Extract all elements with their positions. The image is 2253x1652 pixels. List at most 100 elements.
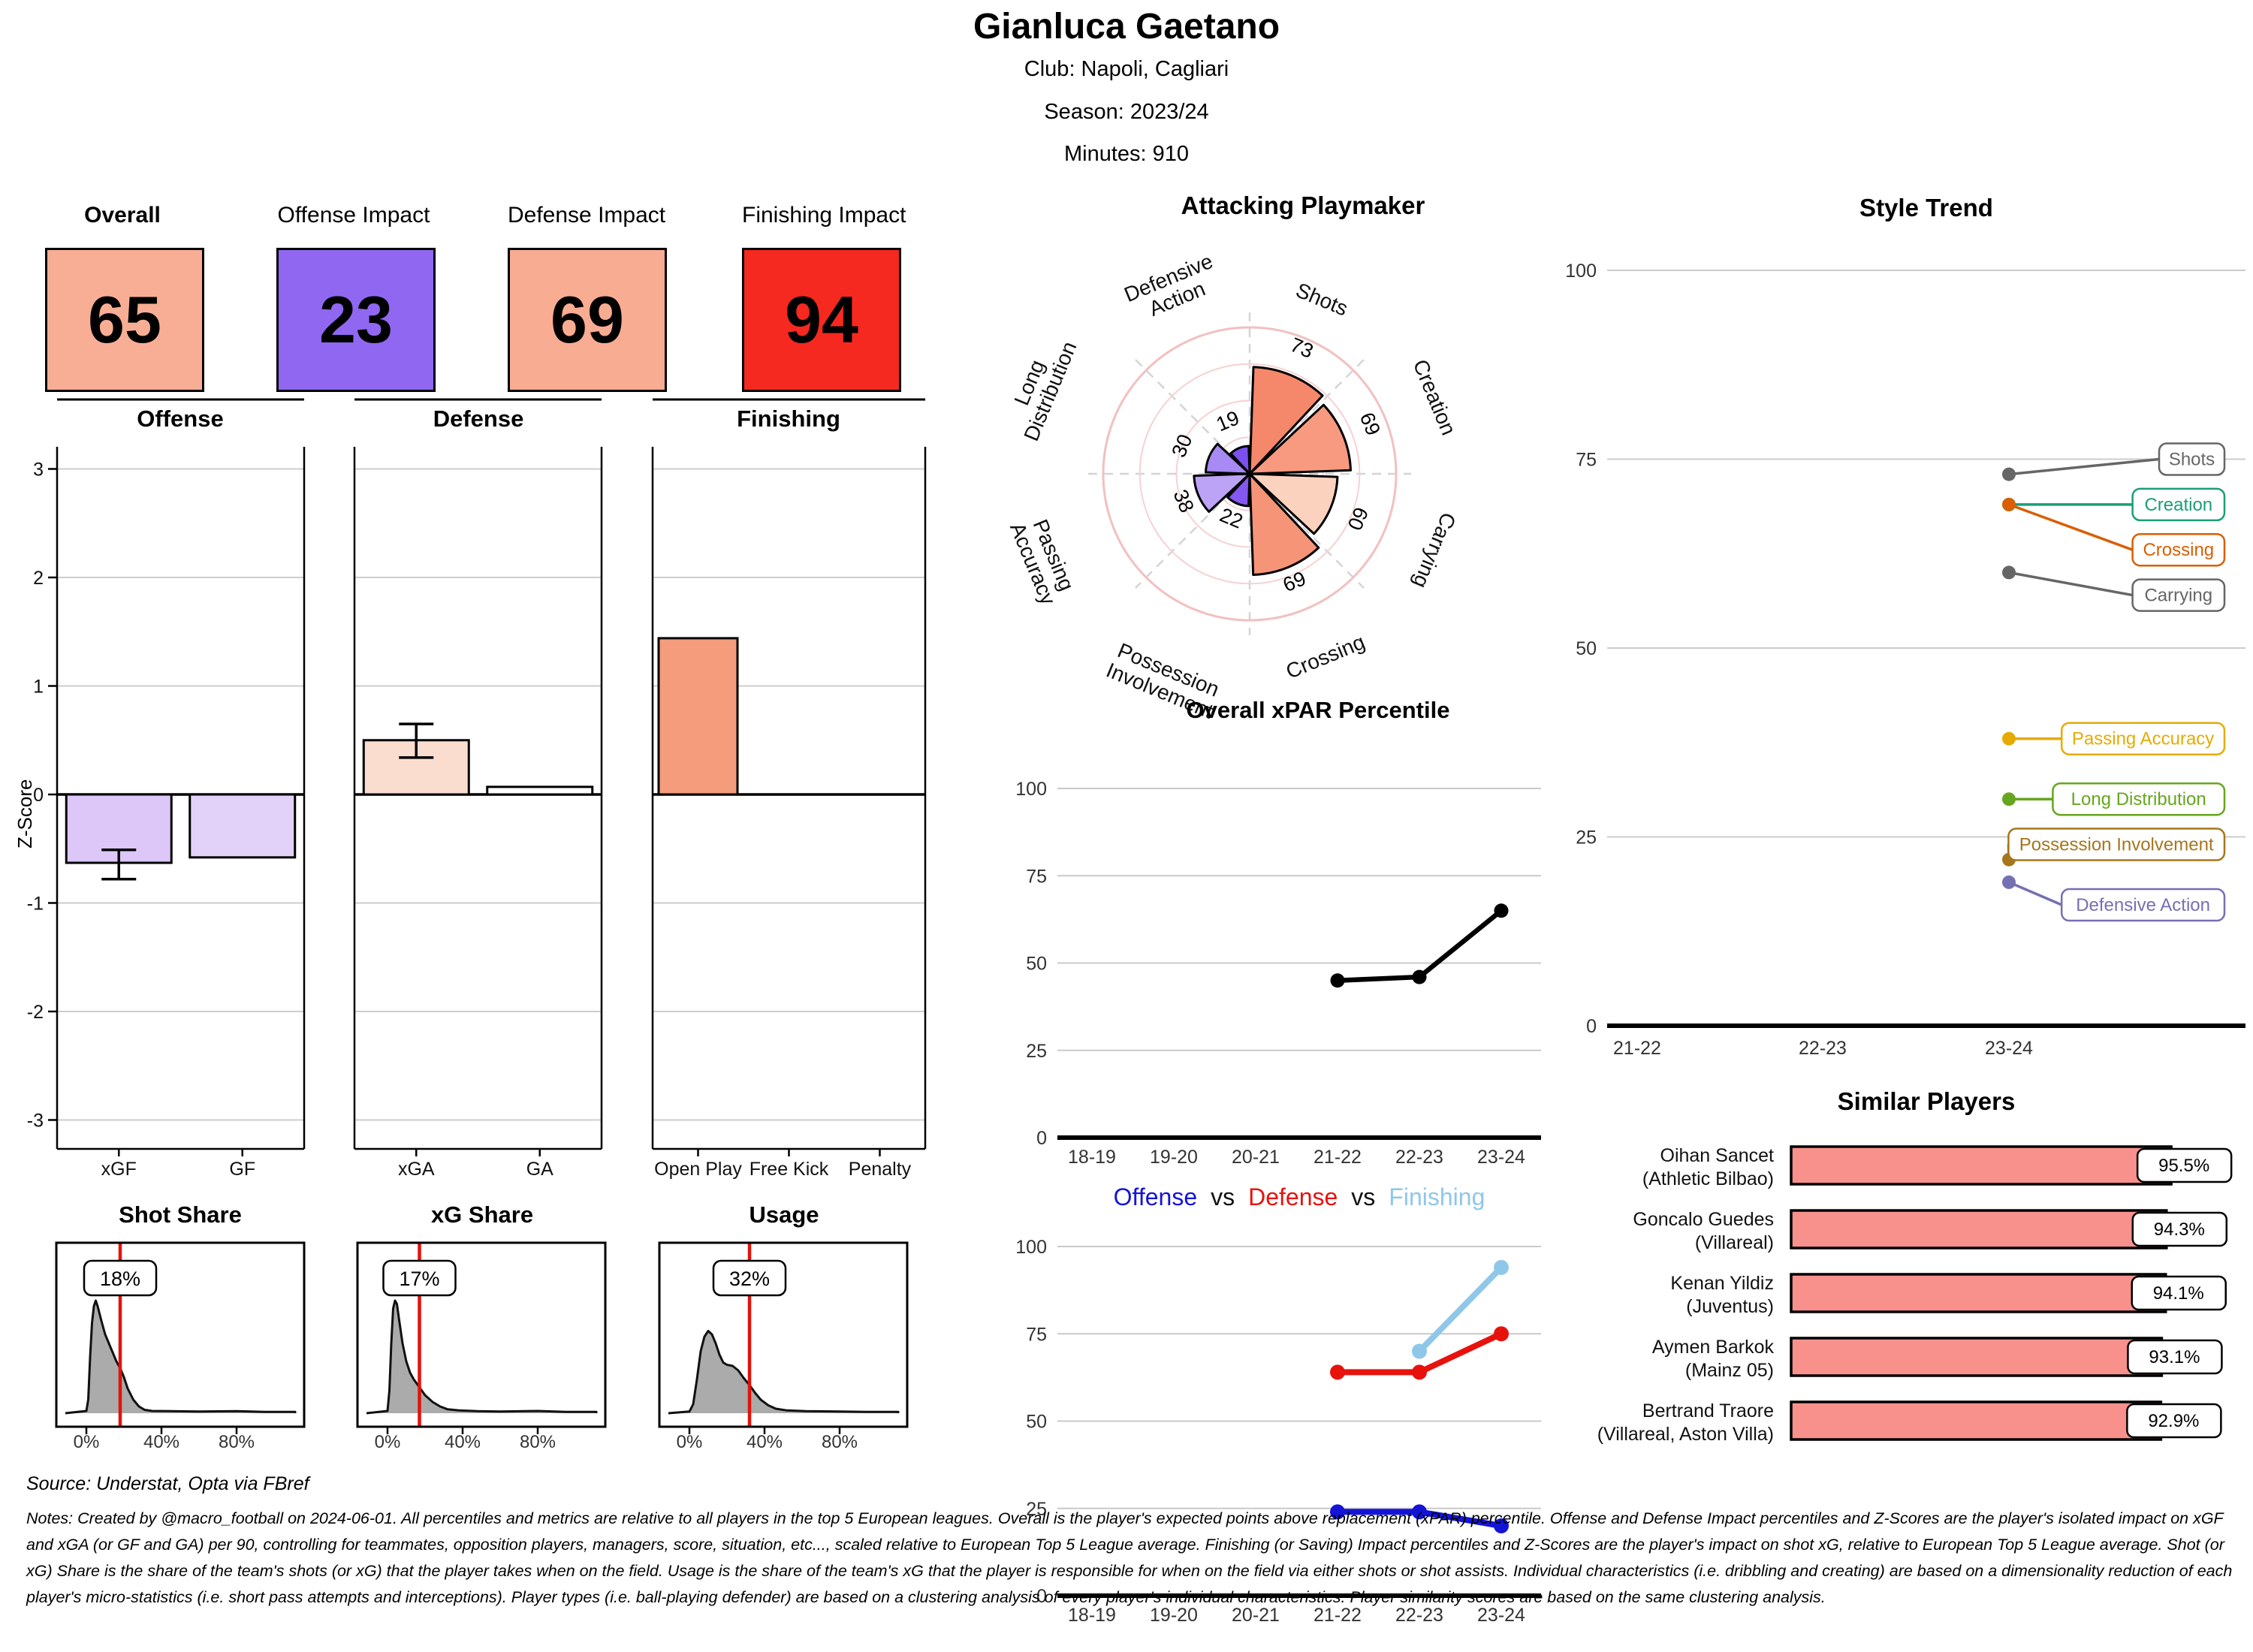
style-trend-title: Style Trend <box>1859 194 1993 222</box>
svg-text:22-23: 22-23 <box>1799 1038 1847 1059</box>
svg-text:40%: 40% <box>445 1432 481 1452</box>
svg-text:18%: 18% <box>100 1268 140 1290</box>
radar-sector <box>1248 366 1324 475</box>
svg-text:21-22: 21-22 <box>1613 1038 1661 1059</box>
impact-value-defense: 69 <box>550 282 624 357</box>
svg-text:50: 50 <box>1576 638 1597 659</box>
svg-text:20-21: 20-21 <box>1232 1605 1280 1626</box>
ovd-title-finishing: Finishing <box>1389 1183 1485 1210</box>
svg-text:DefensiveAction: DefensiveAction <box>1120 249 1224 327</box>
svg-text:(Villareal, Aston Villa): (Villareal, Aston Villa) <box>1597 1424 1774 1445</box>
impact-label-offense: Offense Impact <box>277 203 430 228</box>
svg-text:75: 75 <box>1026 866 1047 887</box>
svg-text:25: 25 <box>1026 1499 1047 1520</box>
svg-text:75: 75 <box>1026 1324 1047 1345</box>
svg-text:Possession Involvement: Possession Involvement <box>2019 835 2214 855</box>
svg-text:69: 69 <box>1356 409 1385 439</box>
svg-text:73: 73 <box>1287 333 1317 363</box>
svg-text:22-23: 22-23 <box>1395 1147 1443 1168</box>
svg-text:0%: 0% <box>74 1432 100 1452</box>
svg-text:Carrying: Carrying <box>1409 509 1461 592</box>
svg-text:18-19: 18-19 <box>1068 1147 1116 1168</box>
zscore-panels: xGF GF xGA GA Open Play Free Kick Penalty -3 -2 -… <box>27 398 927 1180</box>
svg-text:-1: -1 <box>27 894 44 915</box>
svg-text:Shots: Shots <box>2169 450 2215 470</box>
svg-text:Long Distribution: Long Distribution <box>2071 789 2206 809</box>
svg-text:PassingAccuracy: PassingAccuracy <box>1006 511 1081 608</box>
style-trend-chart: 0 25 50 75 100 21-22 22-23 23-24 Shots Creation Cr… <box>1565 261 2245 1059</box>
radar-chart: 73 Shots 69 Creation 60 Carrying 69 Crossing 22 P… <box>999 249 1461 723</box>
svg-text:23-24: 23-24 <box>1477 1605 1525 1626</box>
svg-text:93.1%: 93.1% <box>2149 1347 2200 1367</box>
svg-text:95.5%: 95.5% <box>2158 1156 2209 1176</box>
impact-value-offense: 23 <box>319 282 393 357</box>
svg-text:Open Play: Open Play <box>654 1159 742 1180</box>
svg-text:xGA: xGA <box>398 1159 435 1180</box>
svg-text:0%: 0% <box>375 1432 401 1452</box>
zscore-title-finishing: Finishing <box>737 405 840 432</box>
impact-card-finishing: 94 <box>742 248 901 392</box>
zscore-title-defense: Defense <box>433 405 524 432</box>
svg-text:0: 0 <box>1586 1016 1597 1037</box>
radar-sector <box>1248 472 1339 535</box>
density-title-shot-share: Shot Share <box>119 1201 242 1228</box>
page-title: Gianluca Gaetano <box>973 7 1280 47</box>
svg-text:1: 1 <box>33 677 44 698</box>
svg-text:20-21: 20-21 <box>1232 1147 1280 1168</box>
svg-text:Shots: Shots <box>1292 279 1351 321</box>
svg-text:0: 0 <box>1036 1586 1047 1607</box>
svg-text:40%: 40% <box>746 1432 783 1452</box>
svg-text:Creation: Creation <box>2144 495 2212 515</box>
svg-text:GF: GF <box>229 1159 255 1180</box>
source-note: Source: Understat, Opta via FBref <box>26 1473 309 1494</box>
impact-value-overall: 65 <box>88 282 161 357</box>
svg-text:100: 100 <box>1015 779 1047 800</box>
density-title-xg-share: xG Share <box>430 1201 534 1228</box>
svg-text:23-24: 23-24 <box>1985 1038 2033 1059</box>
zscore-y-axis-label: Z-Score <box>14 779 36 849</box>
svg-text:32%: 32% <box>729 1268 770 1290</box>
svg-text:69: 69 <box>1280 567 1309 596</box>
svg-text:40%: 40% <box>143 1432 179 1452</box>
impact-card-offense: 23 <box>276 248 436 392</box>
svg-text:Passing Accuracy: Passing Accuracy <box>2072 729 2214 749</box>
svg-text:2: 2 <box>33 568 44 589</box>
svg-text:LongDistribution: LongDistribution <box>999 330 1081 445</box>
xpar-chart: 0 25 50 75 100 18-19 19-20 20-21 21-22 22-23 23-24 <box>1015 779 1541 1168</box>
player-minutes: Minutes: 910 <box>1063 142 1190 166</box>
radar-sector <box>1229 445 1251 475</box>
impact-label-overall: Overall <box>84 203 161 228</box>
svg-text:-2: -2 <box>27 1002 44 1023</box>
ovd-title: Offense vs Defense vs Finishing <box>1114 1183 1485 1211</box>
svg-text:0%: 0% <box>677 1432 703 1452</box>
svg-text:30: 30 <box>1167 431 1196 460</box>
svg-text:(Mainz 05): (Mainz 05) <box>1685 1360 1774 1381</box>
similar-players-title: Similar Players <box>1837 1087 2016 1115</box>
svg-text:Bertrand Traore: Bertrand Traore <box>1642 1400 1774 1421</box>
svg-text:0: 0 <box>33 785 44 806</box>
svg-text:19-20: 19-20 <box>1150 1605 1198 1626</box>
svg-text:3: 3 <box>33 460 44 481</box>
svg-text:25: 25 <box>1576 828 1597 849</box>
svg-text:80%: 80% <box>520 1432 556 1452</box>
svg-text:17%: 17% <box>399 1268 439 1290</box>
svg-text:75: 75 <box>1576 450 1597 471</box>
svg-text:92.9%: 92.9% <box>2148 1411 2199 1431</box>
svg-text:25: 25 <box>1026 1041 1047 1062</box>
svg-text:80%: 80% <box>219 1432 255 1452</box>
svg-text:xGF: xGF <box>101 1159 137 1180</box>
impact-value-finishing: 94 <box>785 282 858 357</box>
svg-text:GA: GA <box>526 1159 553 1180</box>
radar-sector <box>1193 472 1251 513</box>
svg-text:(Juventus): (Juventus) <box>1686 1296 1774 1317</box>
ovd-title-vs2: vs <box>1351 1183 1376 1210</box>
ovd-title-vs1: vs <box>1211 1183 1235 1210</box>
svg-text:Crossing: Crossing <box>1283 630 1368 683</box>
impact-card-defense: 69 <box>508 248 667 392</box>
impact-label-finishing: Finishing Impact <box>742 203 906 228</box>
xpar-title: Overall xPAR Percentile <box>1186 697 1450 723</box>
svg-text:50: 50 <box>1026 1412 1047 1433</box>
